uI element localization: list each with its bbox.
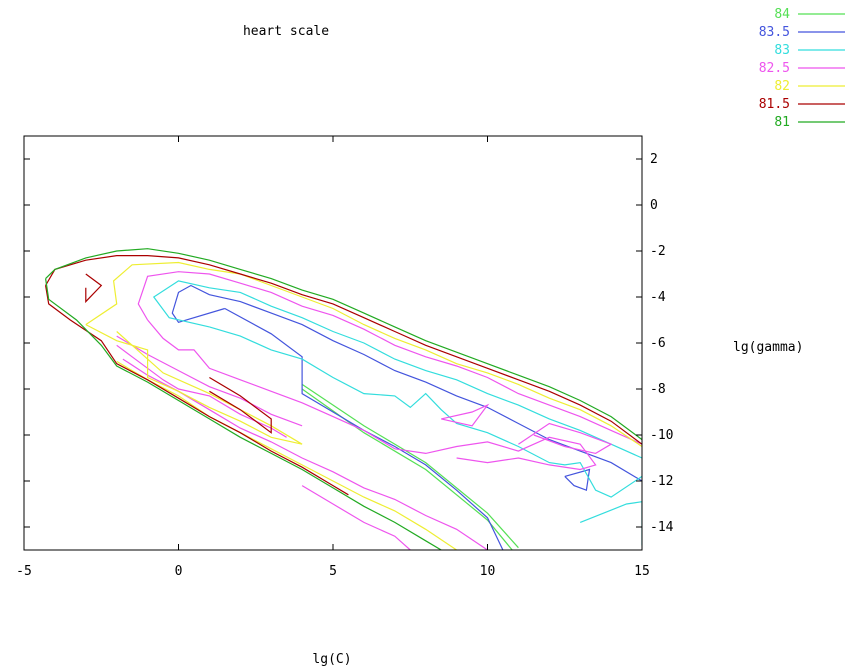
contour-line-81.5 xyxy=(85,273,103,304)
contour-line-81 xyxy=(45,248,642,441)
contour-line-82.5 xyxy=(137,271,642,445)
legend-label: 84 xyxy=(774,7,790,22)
y-tick-label: -6 xyxy=(650,336,666,351)
contour-line-83 xyxy=(209,326,642,498)
contour-line-82.5 xyxy=(116,344,287,438)
y-tick-label: 2 xyxy=(650,152,658,167)
contour-lines xyxy=(45,248,642,550)
legend-label: 83 xyxy=(774,43,790,58)
legend-label: 83.5 xyxy=(759,25,790,40)
x-tick-label: -5 xyxy=(16,564,32,579)
contour-line-82 xyxy=(85,261,642,447)
x-axis-ticks: -5 0 5 10 15 xyxy=(16,136,650,579)
x-tick-label: 10 xyxy=(480,564,496,579)
contour-line-81.5 xyxy=(45,285,349,496)
contour-line-84 xyxy=(301,388,513,550)
legend: 84 83.5 83 82.5 82 81.5 81 xyxy=(759,7,845,130)
y-tick-label: -10 xyxy=(650,428,673,443)
contour-line-83.5 xyxy=(564,468,591,492)
y-tick-label: -14 xyxy=(650,520,674,535)
y-tick-label: 0 xyxy=(650,198,658,213)
contour-line-83.5 xyxy=(171,284,642,482)
chart-title: heart scale xyxy=(243,24,329,39)
contour-line-82.5 xyxy=(301,485,411,550)
contour-line-81.5 xyxy=(45,255,642,445)
x-tick-label: 5 xyxy=(329,564,337,579)
contour-line-83 xyxy=(579,501,642,546)
contour-line-82.5 xyxy=(518,422,613,455)
contour-line-82 xyxy=(85,324,303,445)
y-axis-ticks: 2 0 -2 -4 -6 -8 -10 -12 -14 xyxy=(24,152,674,535)
legend-label: 82 xyxy=(774,79,790,94)
contour-line-83 xyxy=(152,280,642,459)
x-tick-label: 15 xyxy=(634,564,650,579)
legend-label: 81.5 xyxy=(759,97,790,112)
y-axis-label: lg(gamma) xyxy=(733,340,803,355)
y-tick-label: -8 xyxy=(650,382,666,397)
contour-line-81 xyxy=(45,278,442,550)
y-tick-label: -4 xyxy=(650,290,666,305)
contour-line-84 xyxy=(301,383,519,549)
y-tick-label: -12 xyxy=(650,474,673,489)
legend-label: 81 xyxy=(774,115,790,130)
y-tick-label: -2 xyxy=(650,244,666,259)
contour-line-82.5 xyxy=(147,319,597,471)
contour-line-82.5 xyxy=(441,403,490,427)
x-axis-label: lg(C) xyxy=(312,652,351,667)
x-tick-label: 0 xyxy=(175,564,183,579)
legend-label: 82.5 xyxy=(759,61,790,76)
contour-line-81.5 xyxy=(209,376,272,434)
contour-line-82 xyxy=(116,360,457,550)
contour-line-82.5 xyxy=(122,358,488,550)
